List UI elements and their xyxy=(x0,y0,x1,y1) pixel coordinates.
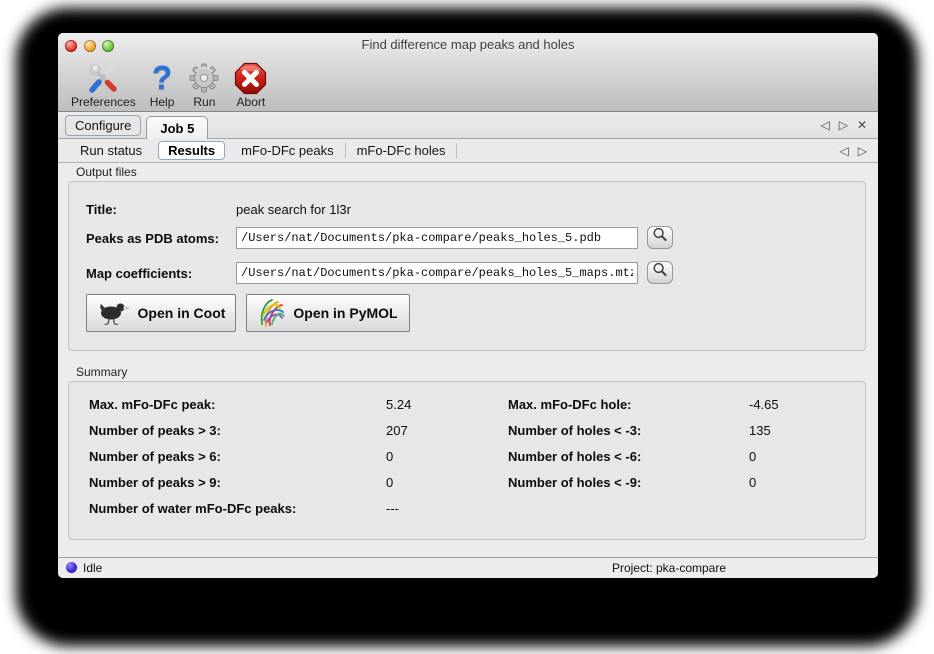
toolbar-item-label: Run xyxy=(193,95,216,109)
summary-value: 135 xyxy=(749,423,771,438)
secondary-tab-bar: Run status Results mFo-DFc peaks mFo-DFc… xyxy=(58,139,878,163)
tab-scroll-right-icon[interactable]: ▷ xyxy=(838,118,848,132)
peaks-pdb-label: Peaks as PDB atoms: xyxy=(86,231,219,246)
toolbar-item-label: Abort xyxy=(236,95,266,109)
open-in-pymol-label: Open in PyMOL xyxy=(293,305,398,321)
window-title: Find difference map peaks and holes xyxy=(361,37,575,52)
status-indicator-orb xyxy=(66,562,77,573)
summary-value: --- xyxy=(386,501,399,516)
open-in-coot-label: Open in Coot xyxy=(137,305,226,321)
tab-scroll-left-icon[interactable]: ◁ xyxy=(839,143,849,158)
summary-group: Summary Max. mFo-DFc peak: 5.24 Max. mFo… xyxy=(68,365,866,540)
summary-label: Number of peaks > 9: xyxy=(89,475,221,490)
tab-job-5[interactable]: Job 5 xyxy=(146,116,209,139)
map-coefficients-label: Map coefficients: xyxy=(86,266,193,281)
peaks-pdb-path-input[interactable] xyxy=(236,227,638,249)
project-label: Project: pka-compare xyxy=(611,561,727,575)
toolbar-item-label: Preferences xyxy=(71,95,136,109)
coot-bird-icon xyxy=(97,299,131,328)
tab-results[interactable]: Results xyxy=(158,141,226,160)
tab-run-status[interactable]: Run status xyxy=(80,143,143,158)
tools-icon xyxy=(85,61,121,95)
zoom-window-button[interactable] xyxy=(102,40,114,52)
secondary-tab-nav: ◁ ▷ xyxy=(840,144,878,158)
toolbar: Preferences ? Help xyxy=(58,55,878,112)
run-button[interactable]: Run xyxy=(181,61,227,109)
tab-configure[interactable]: Configure xyxy=(65,114,142,136)
primary-tab-nav: ◁ ▷ ✕ xyxy=(820,118,878,132)
title-label: Title: xyxy=(86,202,117,217)
summary-label: Number of holes < -6: xyxy=(508,449,642,464)
group-label: Output files xyxy=(76,165,137,179)
summary-grid: Max. mFo-DFc peak: 5.24 Max. mFo-DFc hol… xyxy=(69,382,865,526)
results-panel: Output files Title: peak search for 1l3r… xyxy=(58,163,878,554)
abort-button[interactable]: Abort xyxy=(227,61,274,109)
primary-tab-bar: Configure Job 5 ◁ ▷ ✕ xyxy=(58,112,878,139)
summary-value: 0 xyxy=(386,449,394,464)
gear-icon xyxy=(188,61,220,95)
summary-empty xyxy=(749,500,865,526)
summary-label: Max. mFo-DFc peak: xyxy=(89,397,216,412)
summary-value: 5.24 xyxy=(386,397,412,412)
view-mtz-button[interactable] xyxy=(647,261,673,284)
summary-value: 207 xyxy=(386,423,408,438)
summary-empty xyxy=(508,500,749,526)
magnifier-icon xyxy=(652,227,668,248)
output-files-group: Output files Title: peak search for 1l3r… xyxy=(68,165,866,351)
status-bar: Idle Project: pka-compare xyxy=(58,557,878,578)
summary-label: Number of holes < -9: xyxy=(508,475,642,490)
title-bar: Find difference map peaks and holes xyxy=(58,33,878,55)
tab-mfo-dfc-holes[interactable]: mFo-DFc holes xyxy=(356,143,446,158)
help-icon: ? xyxy=(151,59,173,96)
open-in-coot-button[interactable]: Open in Coot xyxy=(86,294,236,332)
view-pdb-button[interactable] xyxy=(647,226,673,249)
magnifier-icon xyxy=(652,262,668,283)
tab-separator xyxy=(456,143,458,158)
help-button[interactable]: ? Help xyxy=(143,61,182,109)
tab-close-icon[interactable]: ✕ xyxy=(856,118,867,132)
summary-value: 0 xyxy=(386,475,394,490)
tab-mfo-dfc-peaks[interactable]: mFo-DFc peaks xyxy=(241,143,334,158)
open-in-pymol-button[interactable]: Open in PyMOL xyxy=(246,294,410,332)
tab-scroll-right-icon[interactable]: ▷ xyxy=(857,143,867,158)
group-label: Summary xyxy=(76,365,128,379)
summary-box: Max. mFo-DFc peak: 5.24 Max. mFo-DFc hol… xyxy=(68,381,866,540)
title-value: peak search for 1l3r xyxy=(236,202,351,217)
app-window: Find difference map peaks and holes xyxy=(58,33,878,578)
close-window-button[interactable] xyxy=(65,40,77,52)
preferences-button[interactable]: Preferences xyxy=(64,61,143,109)
abort-icon xyxy=(234,61,267,95)
tab-scroll-left-icon[interactable]: ◁ xyxy=(820,118,830,132)
summary-label: Number of peaks > 3: xyxy=(89,423,221,438)
summary-label: Max. mFo-DFc hole: xyxy=(508,397,632,412)
tab-separator xyxy=(344,143,346,158)
summary-value: 0 xyxy=(749,475,757,490)
status-text: Idle xyxy=(83,561,103,575)
summary-value: -4.65 xyxy=(749,397,779,412)
summary-label: Number of water mFo-DFc peaks: xyxy=(89,501,297,516)
output-files-box: Title: peak search for 1l3r Peaks as PDB… xyxy=(68,181,866,351)
pymol-ribbon-icon xyxy=(258,296,286,331)
summary-label: Number of holes < -3: xyxy=(508,423,642,438)
summary-label: Number of peaks > 6: xyxy=(89,449,221,464)
map-coefficients-path-input[interactable] xyxy=(236,262,638,284)
summary-value: 0 xyxy=(749,449,757,464)
minimize-window-button[interactable] xyxy=(84,40,96,52)
window-chrome: Find difference map peaks and holes xyxy=(58,33,878,112)
toolbar-item-label: Help xyxy=(149,95,175,109)
